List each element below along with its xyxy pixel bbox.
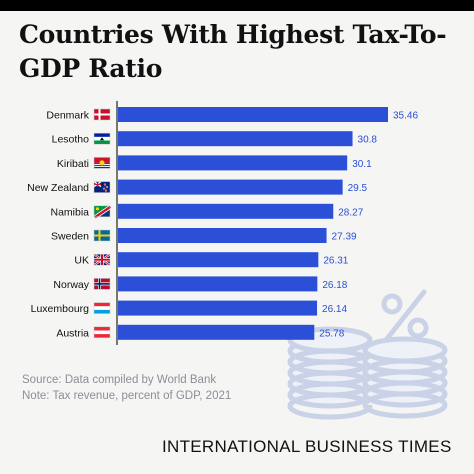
value-label: 27.39	[332, 232, 357, 243]
value-label: 26.14	[322, 304, 347, 315]
category-label: Sweden	[51, 231, 89, 243]
bar	[118, 300, 318, 316]
luxembourg-flag-icon	[93, 302, 111, 314]
sweden-flag-icon	[93, 229, 111, 242]
category-label: Norway	[53, 279, 89, 291]
new-zealand-flag-icon	[93, 181, 111, 193]
norway-flag-icon	[93, 278, 111, 290]
bar	[118, 252, 319, 268]
value-label: 29.5	[348, 183, 368, 194]
austria-flag-icon	[93, 326, 111, 339]
bar	[118, 155, 348, 171]
source-note: Source: Data compiled by World Bank	[22, 374, 217, 386]
namibia-flag-icon	[93, 205, 112, 219]
uk-flag-icon	[93, 253, 111, 267]
value-label: 26.18	[322, 280, 347, 291]
data-note: Note: Tax revenue, percent of GDP, 2021	[22, 390, 232, 402]
category-label: New Zealand	[27, 182, 89, 194]
category-label: Denmark	[46, 110, 89, 122]
lesotho-flag-icon	[93, 132, 111, 145]
category-label: Austria	[56, 327, 89, 339]
bar	[118, 131, 353, 147]
category-label: Lesotho	[52, 134, 90, 146]
category-label: Kiribati	[57, 158, 89, 170]
bar	[118, 324, 315, 340]
value-label: 25.78	[319, 328, 344, 339]
bar	[118, 179, 343, 195]
value-label: 35.46	[393, 111, 418, 122]
coins-percent-illustration-icon	[287, 289, 448, 420]
category-label: Luxembourg	[31, 303, 90, 315]
bar	[118, 203, 334, 219]
bar	[118, 276, 318, 292]
chart-title: Countries With Highest Tax-To-GDP Ratio	[19, 20, 447, 83]
value-label: 28.27	[338, 207, 363, 218]
kiribati-flag-icon	[93, 157, 111, 169]
category-label: UK	[74, 255, 89, 267]
value-label: 30.1	[352, 159, 372, 170]
value-label: 26.31	[323, 256, 348, 267]
bar	[118, 107, 388, 122]
value-label: 30.8	[358, 135, 378, 146]
brand-logo: INTERNATIONAL BUSINESS TIMES	[162, 437, 452, 456]
top-bar	[0, 0, 474, 11]
bar	[118, 228, 327, 243]
denmark-flag-icon	[93, 108, 111, 121]
category-label: Namibia	[50, 206, 89, 218]
